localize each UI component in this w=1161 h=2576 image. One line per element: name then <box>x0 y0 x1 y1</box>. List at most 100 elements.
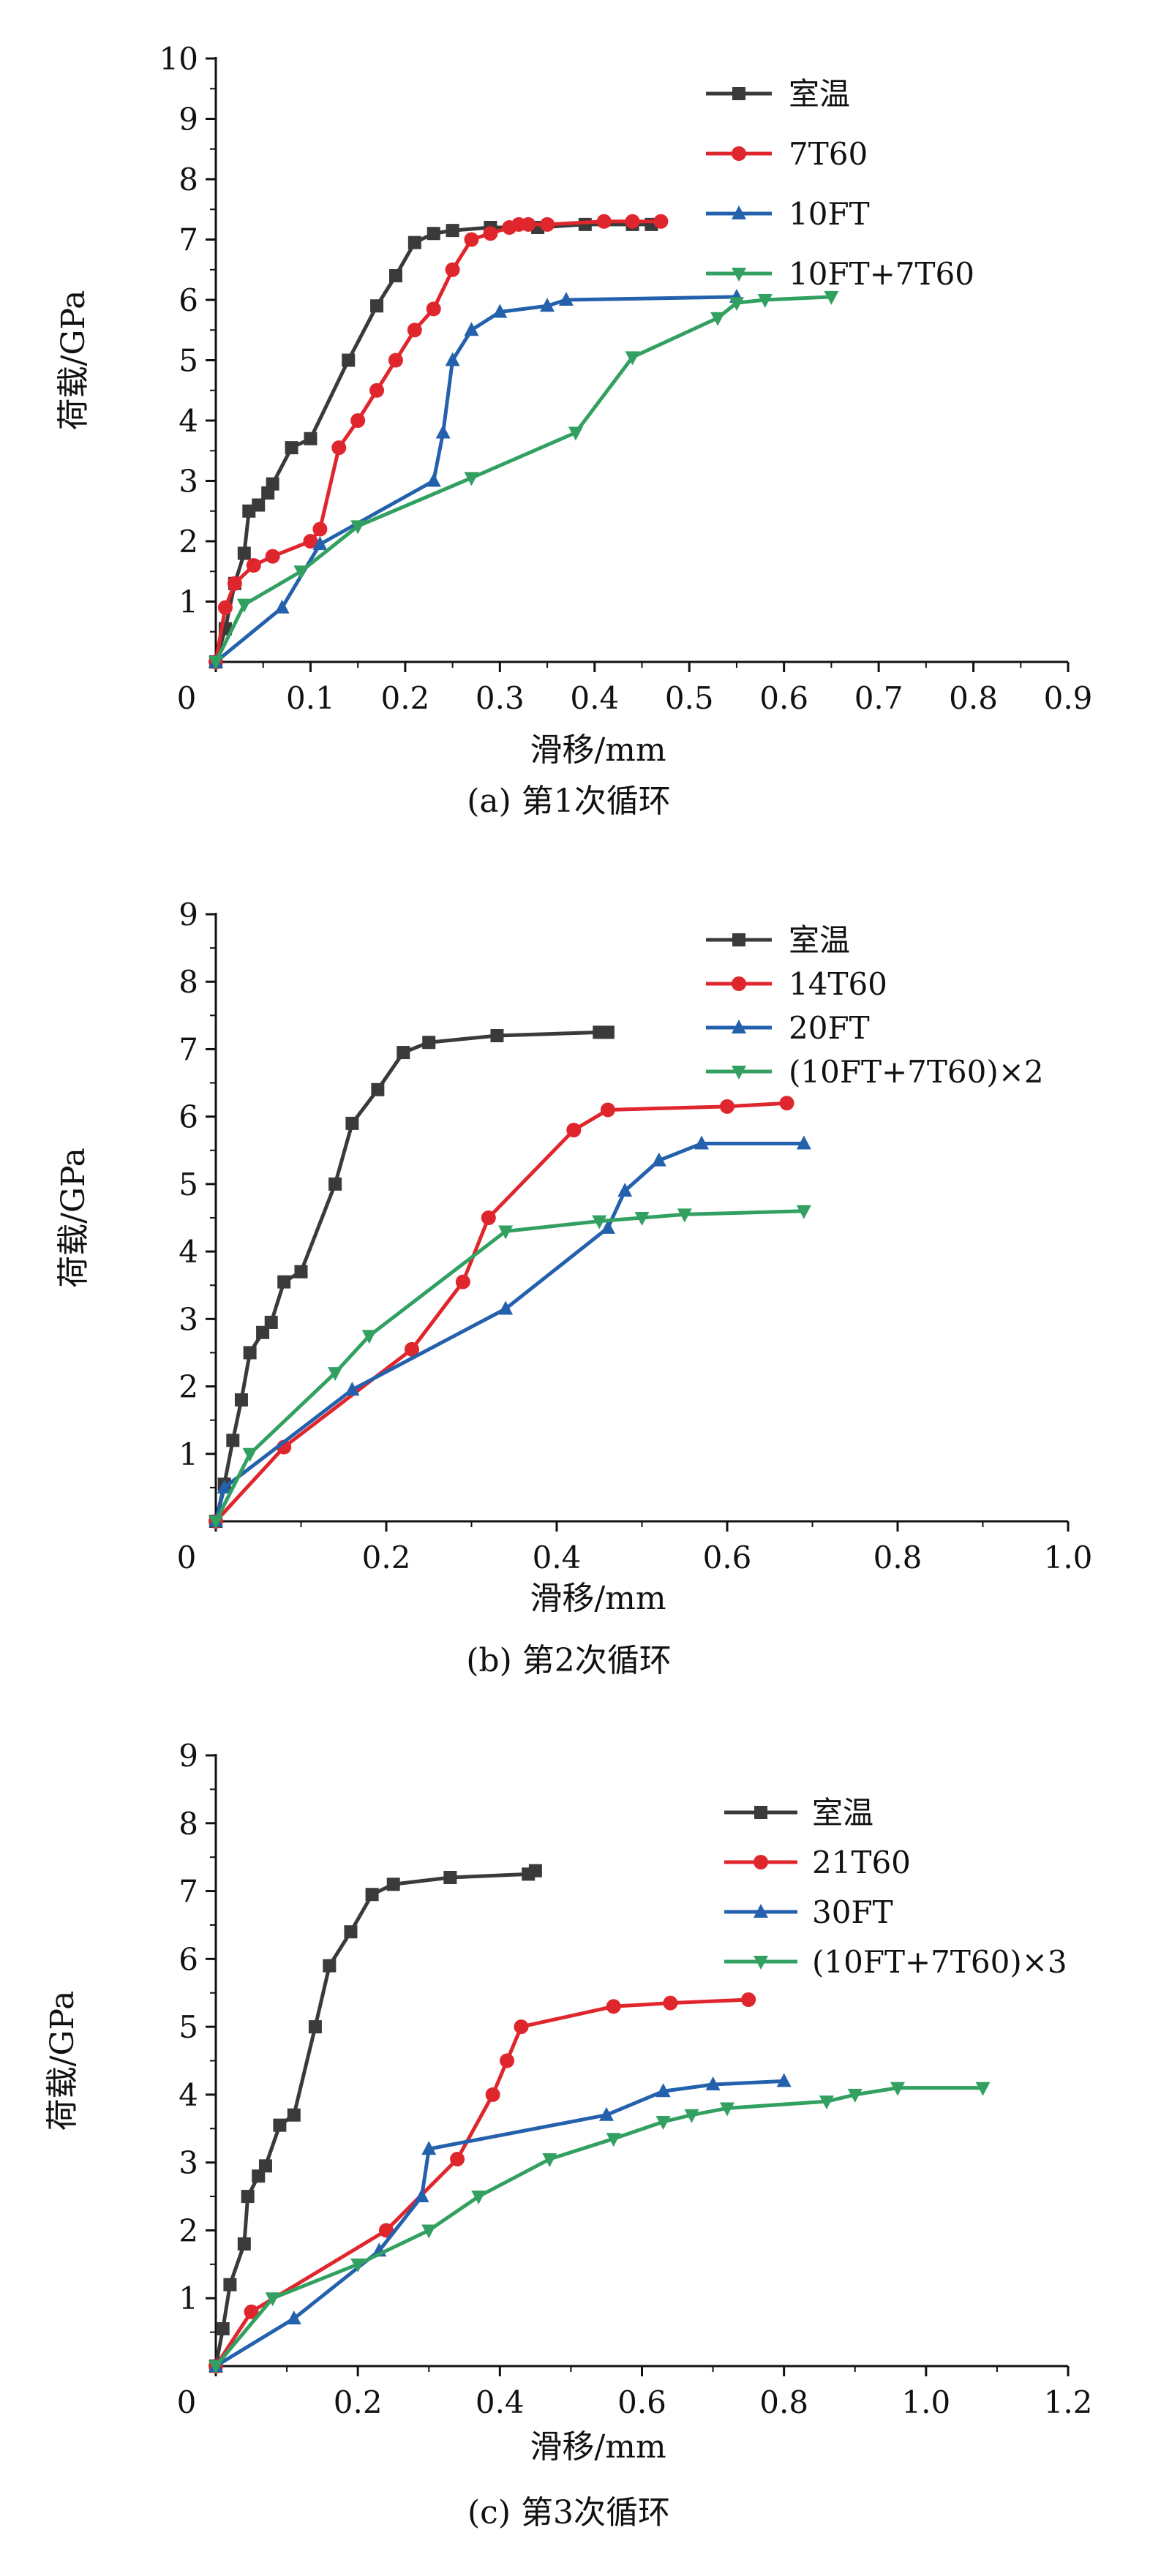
series-3 <box>208 288 744 668</box>
data-point <box>596 214 612 229</box>
data-point <box>490 1029 504 1042</box>
data-point <box>308 2020 322 2034</box>
data-point <box>414 2188 429 2203</box>
y-tick-label: 2 <box>179 524 198 560</box>
x-tick-label: 0.8 <box>759 2384 808 2420</box>
data-point <box>303 534 318 549</box>
data-point <box>369 383 385 398</box>
legend-label: (10FT+7T60)×3 <box>812 1944 1067 1980</box>
legend: 室温 7T60 10FT 10FT+7T60 <box>706 76 974 292</box>
legend-item: 室温 <box>706 922 850 958</box>
data-point <box>741 1992 756 2007</box>
data-point <box>426 301 441 317</box>
data-point <box>226 1434 240 1447</box>
y-tick-label: 5 <box>179 343 198 379</box>
y-tick-label: 8 <box>179 964 198 1000</box>
legend-label: 20FT <box>789 1010 870 1046</box>
data-point <box>277 1275 291 1289</box>
data-point <box>653 214 669 229</box>
data-point <box>350 520 366 535</box>
y-tick-label: 9 <box>179 897 198 933</box>
y-tick-label: 4 <box>179 1234 198 1270</box>
x-tick-label: 0.6 <box>759 680 808 716</box>
data-point <box>601 1025 615 1039</box>
series-line <box>214 1997 749 2368</box>
legend-swatch-marker <box>732 146 746 161</box>
x-tick-label: 1.0 <box>901 2384 950 2420</box>
series-4 <box>208 2082 991 2374</box>
y-tick-label: 4 <box>179 2077 198 2113</box>
x-tick-label: 0.2 <box>380 680 429 716</box>
y-tick-label: 3 <box>179 1301 198 1337</box>
data-point <box>237 2237 251 2251</box>
data-point <box>286 2311 301 2325</box>
data-point <box>521 216 536 232</box>
chart-caption: (a) 第1次循环 <box>467 783 671 820</box>
data-point <box>350 413 366 428</box>
y-tick-label: 6 <box>179 282 198 318</box>
legend-label: 室温 <box>812 1795 873 1831</box>
series-line <box>214 1209 804 1523</box>
legend-swatch-marker <box>732 87 745 100</box>
chart-panel-3: 0 0.2 0.4 0.6 0.8 1.0 1.2 1 2 3 4 5 6 7 8 9 滑移/mm 荷载/GPa (… <box>44 1738 1092 2531</box>
series-2 <box>208 214 669 669</box>
data-point <box>796 1135 811 1150</box>
data-point <box>217 600 233 615</box>
data-point <box>492 304 508 318</box>
data-point <box>651 1152 666 1167</box>
x-axis-title: 滑移/mm <box>530 2428 666 2466</box>
data-point <box>606 2133 621 2147</box>
data-point <box>252 2169 266 2183</box>
series-line <box>214 295 737 663</box>
series-line <box>214 2086 983 2368</box>
data-point <box>655 2116 671 2130</box>
data-point <box>252 498 266 512</box>
data-point <box>498 1300 514 1315</box>
legend-swatch-marker <box>732 1020 746 1033</box>
data-point <box>227 576 242 591</box>
data-point <box>422 1036 436 1050</box>
y-tick-label: 5 <box>179 1167 198 1202</box>
legend-label: 30FT <box>812 1894 893 1930</box>
x-tick-label: 0.2 <box>362 1540 411 1575</box>
data-point <box>427 227 440 241</box>
y-tick-label: 6 <box>179 1941 198 1977</box>
data-point <box>446 224 459 238</box>
legend: 室温 21T60 30FT (10FT+7T60)×3 <box>724 1795 1067 1980</box>
legend-item: 20FT <box>706 1010 870 1046</box>
series-4 <box>208 290 839 670</box>
x-tick-label: 0 <box>177 1540 197 1575</box>
series-3 <box>208 2073 792 2372</box>
legend-item: 10FT+7T60 <box>706 256 974 292</box>
data-point <box>464 232 479 247</box>
series-line <box>214 1869 536 2367</box>
legend-item: 7T60 <box>706 136 868 172</box>
data-point <box>684 2109 699 2123</box>
x-tick-label: 1.2 <box>1044 2384 1093 2420</box>
data-point <box>540 216 555 232</box>
x-tick-label: 0.6 <box>703 1540 752 1575</box>
data-point <box>600 1102 615 1118</box>
legend-label: (10FT+7T60)×2 <box>789 1054 1044 1090</box>
data-point <box>236 598 252 613</box>
y-tick-label: 7 <box>179 1874 198 1910</box>
y-tick-label: 1 <box>179 584 198 620</box>
data-point <box>379 2223 394 2238</box>
legend-swatch-marker <box>754 1904 768 1918</box>
data-point <box>208 1515 223 1529</box>
legend-item: 10FT <box>706 196 870 232</box>
y-tick-label: 5 <box>179 2009 198 2045</box>
data-point <box>345 1382 360 1396</box>
x-tick-label: 0 <box>177 680 197 716</box>
series-1 <box>209 1864 542 2373</box>
data-point <box>655 2083 671 2098</box>
legend-item: 室温 <box>706 76 850 112</box>
y-tick-label: 6 <box>179 1099 198 1135</box>
data-point <box>450 2152 465 2167</box>
data-point <box>328 1367 343 1382</box>
chart-panel-2: 0 0.2 0.4 0.6 0.8 1.0 1 2 3 4 5 6 7 8 9 滑移/mm 荷载/GPa (b) … <box>55 897 1092 1679</box>
data-point <box>208 2360 223 2374</box>
data-point <box>223 2278 237 2291</box>
data-point <box>241 2190 255 2204</box>
data-point <box>365 1888 379 1902</box>
